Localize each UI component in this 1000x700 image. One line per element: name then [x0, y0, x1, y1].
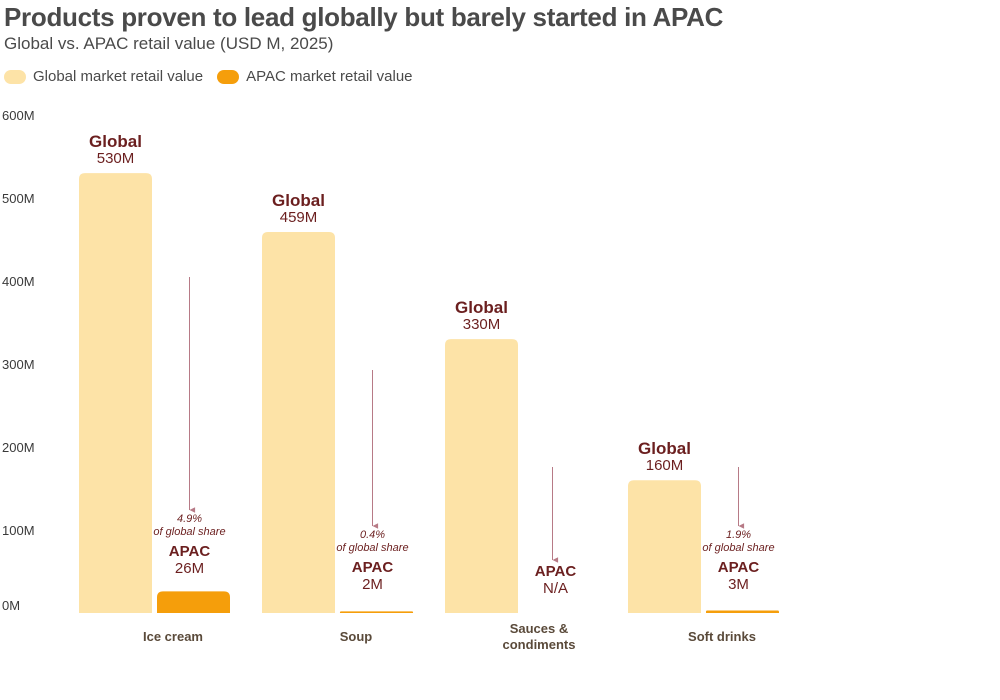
category-label-2-0: Sauces & — [510, 621, 569, 636]
apac-tag-0: APAC — [169, 543, 211, 560]
share-text-1: of global share — [336, 542, 408, 554]
global-bar-3 — [628, 480, 701, 613]
legend-item-apac: APAC market retail value — [217, 68, 413, 85]
y-tick-label-1: 100M — [2, 523, 35, 538]
legend-label-apac: APAC market retail value — [246, 68, 413, 85]
y-tick-label-5: 500M — [2, 191, 35, 206]
global-value-label-0: 530M — [97, 150, 135, 167]
y-tick-label-6: 600M — [2, 108, 35, 123]
global-value-label-3: 160M — [646, 457, 684, 474]
apac-tag-3: APAC — [718, 559, 760, 576]
category-label-2-1: condiments — [503, 637, 576, 652]
legend-label-global: Global market retail value — [33, 68, 204, 85]
legend-swatch-global — [4, 69, 26, 84]
global-tag-1: Global — [272, 191, 325, 210]
global-tag-3: Global — [638, 439, 691, 458]
chart-title: Products proven to lead globally but bar… — [4, 2, 724, 32]
category-label-3-0: Soft drinks — [688, 629, 756, 644]
share-text-3: of global share — [702, 542, 774, 554]
global-value-label-1: 459M — [280, 209, 318, 226]
global-bar-2 — [445, 339, 518, 613]
chart-subtitle: Global vs. APAC retail value (USD M, 202… — [4, 34, 334, 53]
global-value-label-2: 330M — [463, 316, 501, 333]
apac-value-label-1: 2M — [362, 576, 383, 593]
apac-value-label-0: 26M — [175, 560, 204, 577]
global-bar-0 — [79, 173, 152, 613]
share-pct-1: 0.4% — [360, 529, 385, 541]
share-pct-3: 1.9% — [726, 529, 751, 541]
share-text-0: of global share — [153, 526, 225, 538]
category-label-0-0: Ice cream — [143, 629, 203, 644]
y-tick-label-2: 200M — [2, 440, 35, 455]
legend-swatch-apac — [217, 69, 240, 84]
apac-tag-1: APAC — [352, 559, 394, 576]
apac-value-label-2: N/A — [543, 580, 568, 597]
category-label-1-0: Soup — [340, 629, 373, 644]
legend: Global market retail value APAC market r… — [4, 68, 413, 85]
share-pct-0: 4.9% — [177, 513, 202, 525]
y-tick-label-4: 400M — [2, 274, 35, 289]
legend-item-global: Global market retail value — [4, 68, 203, 85]
y-tick-label-0: 0M — [2, 598, 20, 613]
global-tag-2: Global — [455, 298, 508, 317]
apac-bar-0 — [157, 591, 230, 613]
y-tick-label-3: 300M — [2, 357, 35, 372]
apac-bar-1 — [340, 611, 413, 613]
global-tag-0: Global — [89, 132, 142, 151]
apac-value-label-3: 3M — [728, 576, 749, 593]
apac-tag-2: APAC — [535, 563, 577, 580]
apac-bar-3 — [706, 610, 779, 613]
global-bar-1 — [262, 232, 335, 613]
